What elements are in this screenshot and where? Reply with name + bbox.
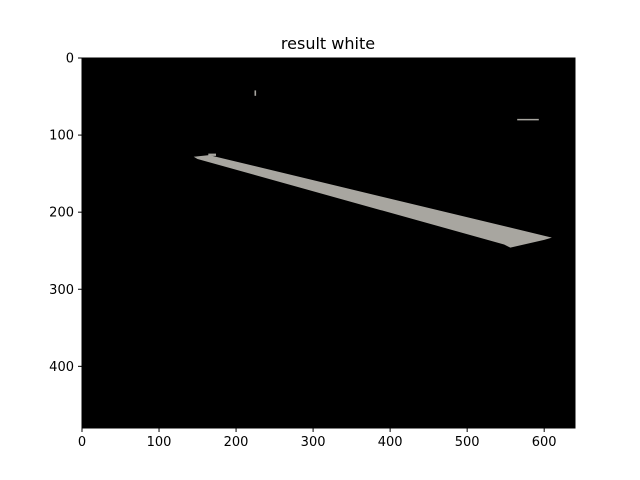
x-tick-label: 400 [378, 435, 403, 450]
stripe-top-fragment [208, 153, 216, 156]
x-axis: 0 100 200 300 400 500 600 [78, 428, 557, 450]
chart-title: result white [281, 34, 375, 53]
white-stripe [193, 155, 552, 248]
y-axis: 0 100 200 300 400 [49, 52, 82, 375]
x-tick-label: 100 [147, 435, 172, 450]
x-tick-label: 500 [455, 435, 480, 450]
y-tick-label: 200 [49, 206, 74, 221]
image-regions [193, 90, 552, 248]
y-tick-label: 100 [49, 129, 74, 144]
x-tick-label: 200 [224, 435, 249, 450]
x-tick-label: 300 [301, 435, 326, 450]
image-area [82, 58, 575, 428]
plot-frame [81, 57, 576, 429]
y-tick-label: 0 [66, 52, 74, 67]
y-tick-label: 400 [49, 360, 74, 375]
right-blob [517, 118, 539, 121]
left-speck [254, 90, 257, 96]
x-tick-label: 600 [532, 435, 557, 450]
x-tick-label: 0 [78, 435, 86, 450]
y-tick-label: 300 [49, 283, 74, 298]
